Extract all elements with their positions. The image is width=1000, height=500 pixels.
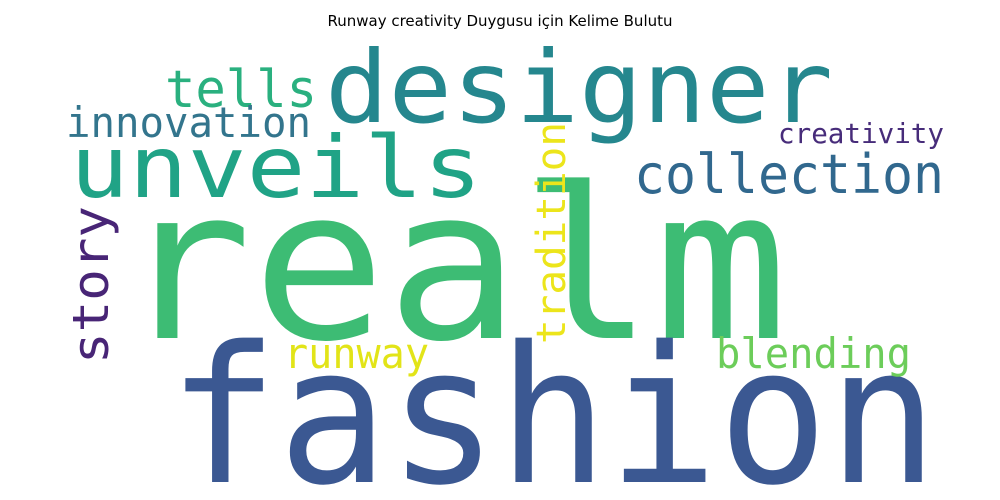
word-creativity: creativity <box>778 117 944 150</box>
word-tells: tells <box>165 60 317 120</box>
word-fashion: fashion <box>168 306 938 500</box>
word-realm: realm <box>118 143 788 388</box>
word-runway: runway <box>284 329 429 378</box>
word-story: story <box>62 206 120 364</box>
word-innovation: innovation <box>66 98 311 147</box>
word-blending: blending <box>716 329 911 378</box>
word-unveils: unveils <box>70 118 482 218</box>
word-collection: collection <box>634 143 944 206</box>
word-designer: designer <box>325 29 833 146</box>
word-tradition: tradition <box>529 122 575 344</box>
chart-title: Runway creativity Duygusu için Kelime Bu… <box>327 12 673 30</box>
